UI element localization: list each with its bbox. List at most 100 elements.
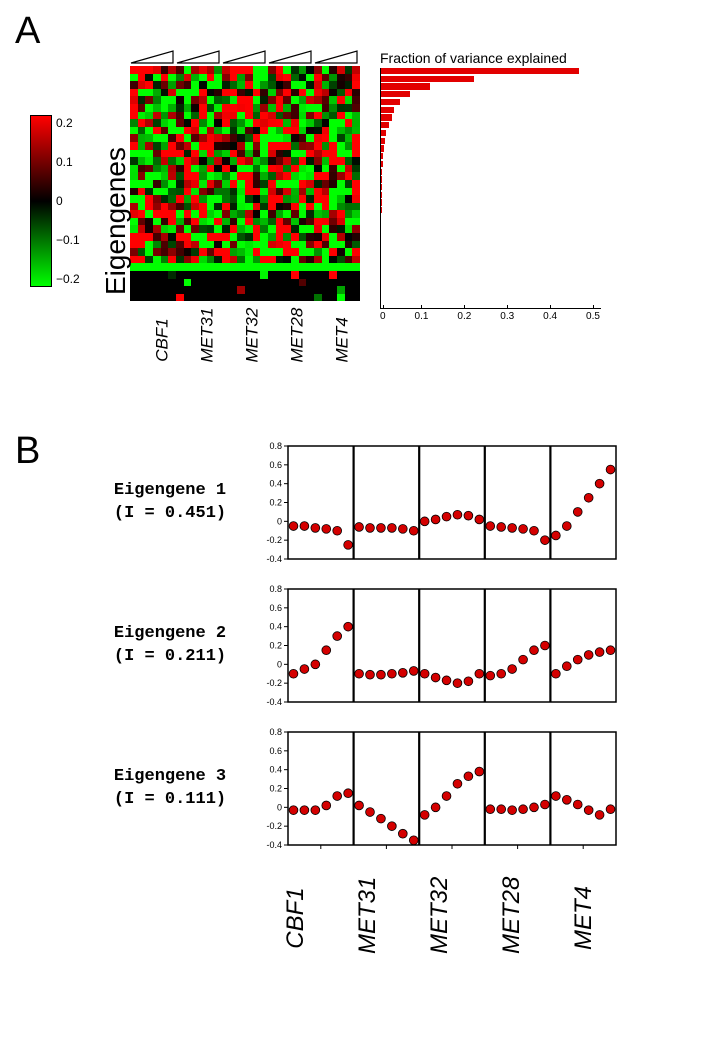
heatmap-cell [237, 233, 245, 241]
colorbar-tick: 0.1 [56, 155, 80, 169]
heatmap-cell [260, 233, 268, 241]
heatmap-cell [337, 279, 345, 287]
heatmap-cell [345, 96, 353, 104]
barchart-tick: 0 [380, 311, 386, 322]
heatmap-cell [199, 203, 207, 211]
heatmap-cell [291, 195, 299, 203]
heatmap-cell [306, 241, 314, 249]
heatmap-cell [291, 225, 299, 233]
heatmap-cell [306, 74, 314, 82]
heatmap-cell [138, 203, 146, 211]
heatmap-cell [138, 241, 146, 249]
heatmap-cell [268, 263, 276, 271]
heatmap-cell [138, 256, 146, 264]
heatmap-cell [268, 180, 276, 188]
heatmap-cell [329, 142, 337, 150]
heatmap-cell [214, 188, 222, 196]
heatmap-cell [222, 104, 230, 112]
heatmap-cell [345, 294, 353, 302]
heatmap-cell [168, 180, 176, 188]
heatmap-cell [329, 188, 337, 196]
heatmap-cell [345, 165, 353, 173]
heatmap-cell [199, 89, 207, 97]
heatmap-cell [291, 150, 299, 158]
heatmap-cell [314, 89, 322, 97]
heatmap-cell [329, 66, 337, 74]
heatmap-cell [153, 157, 161, 165]
heatmap-cell [329, 112, 337, 120]
heatmap-cell [329, 165, 337, 173]
heatmap-cell [329, 172, 337, 180]
bar [381, 145, 384, 151]
heatmap-cell [276, 134, 284, 142]
heatmap-cell [337, 96, 345, 104]
heatmap-cell [329, 241, 337, 249]
heatmap-cell [268, 89, 276, 97]
heatmap-cell [145, 112, 153, 120]
eigen-xlabel: MET31 [354, 882, 382, 954]
barchart-xticks: 0 0.1 0.2 0.3 0.4 0.5 [380, 311, 600, 322]
heatmap-cell [306, 195, 314, 203]
heatmap-cell [276, 248, 284, 256]
heatmap-cell [176, 96, 184, 104]
heatmap-cell [268, 134, 276, 142]
heatmap-cell [130, 119, 138, 127]
heatmap-cell [222, 96, 230, 104]
heatmap-cell [352, 157, 360, 165]
heatmap-cell [214, 74, 222, 82]
heatmap-cell [253, 218, 261, 226]
heatmap-cell [345, 172, 353, 180]
heatmap-cell [222, 286, 230, 294]
heatmap-cell [352, 188, 360, 196]
heatmap-cell [260, 112, 268, 120]
heatmap-cell [176, 134, 184, 142]
heatmap-cell [322, 271, 330, 279]
heatmap-cell [253, 294, 261, 302]
heatmap-cell [168, 157, 176, 165]
heatmap-cell [291, 241, 299, 249]
heatmap-cell [268, 233, 276, 241]
heatmap-cell [145, 150, 153, 158]
heatmap-cell [214, 66, 222, 74]
heatmap-cell [237, 279, 245, 287]
heatmap-cell [329, 119, 337, 127]
heatmap-cell [260, 81, 268, 89]
svg-text:0.4: 0.4 [269, 622, 282, 632]
heatmap-cell [276, 218, 284, 226]
heatmap-cell [153, 89, 161, 97]
heatmap-cell [283, 248, 291, 256]
heatmap-cell [237, 119, 245, 127]
heatmap-cell [237, 142, 245, 150]
heatmap-cell [138, 157, 146, 165]
eigen-xlabel: MET32 [426, 882, 454, 954]
heatmap-cell [314, 157, 322, 165]
heatmap-cell [352, 134, 360, 142]
heatmap-cell [291, 119, 299, 127]
heatmap-cell [145, 188, 153, 196]
heatmap-cell [214, 203, 222, 211]
heatmap-cell [322, 150, 330, 158]
heatmap-cell [253, 180, 261, 188]
heatmap-cell [176, 81, 184, 89]
heatmap-cell [230, 188, 238, 196]
heatmap-cell [207, 241, 215, 249]
heatmap-cell [314, 210, 322, 218]
heatmap-cell [176, 256, 184, 264]
heatmap-cell [230, 150, 238, 158]
heatmap-cell [199, 165, 207, 173]
heatmap-cell [207, 210, 215, 218]
heatmap-cell [306, 263, 314, 271]
heatmap-cell [352, 256, 360, 264]
heatmap-cell [291, 74, 299, 82]
heatmap-cell [145, 66, 153, 74]
heatmap-cell [329, 225, 337, 233]
heatmap-cell [222, 188, 230, 196]
heatmap-cell [276, 165, 284, 173]
heatmap-cell [184, 225, 192, 233]
heatmap-cell [153, 81, 161, 89]
heatmap-cell [245, 119, 253, 127]
heatmap-cell [352, 89, 360, 97]
heatmap-cell [230, 172, 238, 180]
eigengene-chart: -0.4-0.200.20.40.60.8 [260, 726, 620, 851]
heatmap-cell [283, 294, 291, 302]
